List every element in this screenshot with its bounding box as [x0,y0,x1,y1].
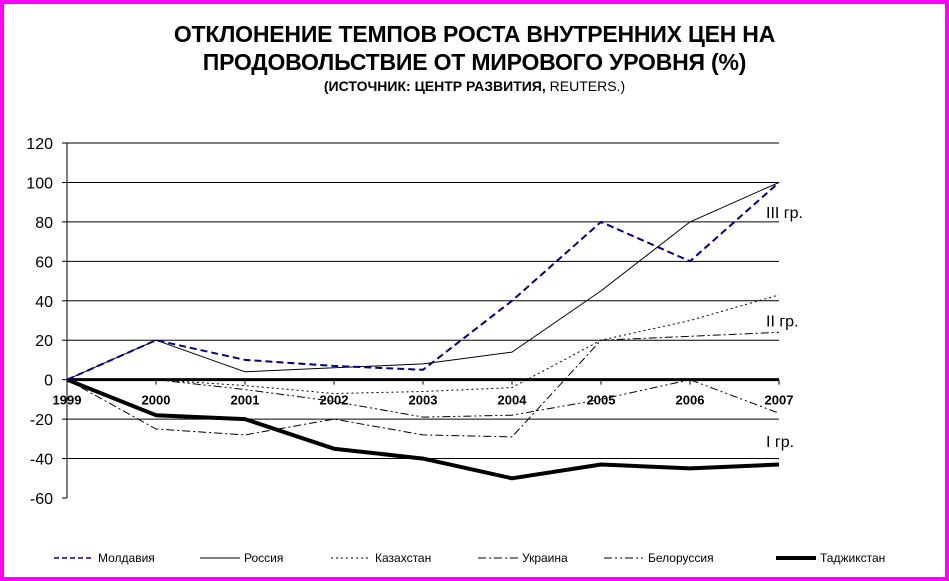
series-line-2 [66,181,780,381]
series-line-4 [66,331,780,438]
series-line-5 [67,379,780,418]
x-tick-label: 2003 [409,393,438,408]
x-tick-label: 1999 [53,393,82,408]
y-tick-label: 40 [35,294,53,311]
x-tick-label: 2007 [765,393,794,408]
x-tick-label: 2004 [498,393,528,408]
x-tick-label: 2005 [587,393,616,408]
subtitle-reuters: REUTERS.) [549,78,626,94]
x-tick-label: 2002 [320,393,349,408]
legend-label-6: Таджикстан [820,551,885,565]
legend-label-5: Белоруссия [648,551,714,565]
y-tick-label: -20 [30,412,53,429]
y-axis: -60 -40 -20 0 20 40 60 80 100 120 [26,136,68,508]
group-label-3: I гр. [766,434,794,451]
group-label-2: II гр. [766,314,799,331]
legend-label-2: Россия [244,551,283,565]
title-block: ОТКЛОНЕНИЕ ТЕМПОВ РОСТА ВНУТРЕННИХ ЦЕН Н… [0,20,949,95]
x-axis: 1999 2000 2001 2002 2003 2004 2005 2006 2007 [53,378,794,408]
y-tick-label: 100 [26,175,53,192]
series-lines [66,181,780,481]
chart-title: ОТКЛОНЕНИЕ ТЕМПОВ РОСТА ВНУТРЕННИХ ЦЕН Н… [173,21,776,75]
y-tick-label: 0 [44,373,53,390]
x-tick-label: 2006 [676,393,705,408]
legend-label-1: Молдавия [98,551,155,565]
series-line-3 [67,294,780,394]
y-tick-label: 60 [35,254,53,271]
group-annotations: III гр. II гр. I гр. [766,205,803,451]
group-label-1: III гр. [766,205,803,222]
x-tick-label: 2000 [142,393,171,408]
chart-subtitle: (ИСТОЧНИК: ЦЕНТР РАЗВИТИЯ, REUTERS.) [0,77,949,95]
legend-label-3: Казахстан [375,551,431,565]
y-tick-label: -40 [30,452,53,469]
y-tick-label: 120 [26,136,53,153]
y-tick-label: 20 [35,333,53,350]
series-line-6 [66,377,780,481]
series-line-1 [66,181,780,381]
grid-lines [67,142,779,460]
x-tick-label: 2001 [231,393,260,408]
legend-label-4: Украина [522,551,568,565]
y-tick-label: 80 [35,215,53,232]
y-tick-label: -60 [30,491,53,508]
legend: Молдавия Россия Казахстан Украина Белоруссия… [54,551,885,565]
subtitle-source: (ИСТОЧНИК: ЦЕНТР РАЗВИТИЯ, [323,78,550,94]
